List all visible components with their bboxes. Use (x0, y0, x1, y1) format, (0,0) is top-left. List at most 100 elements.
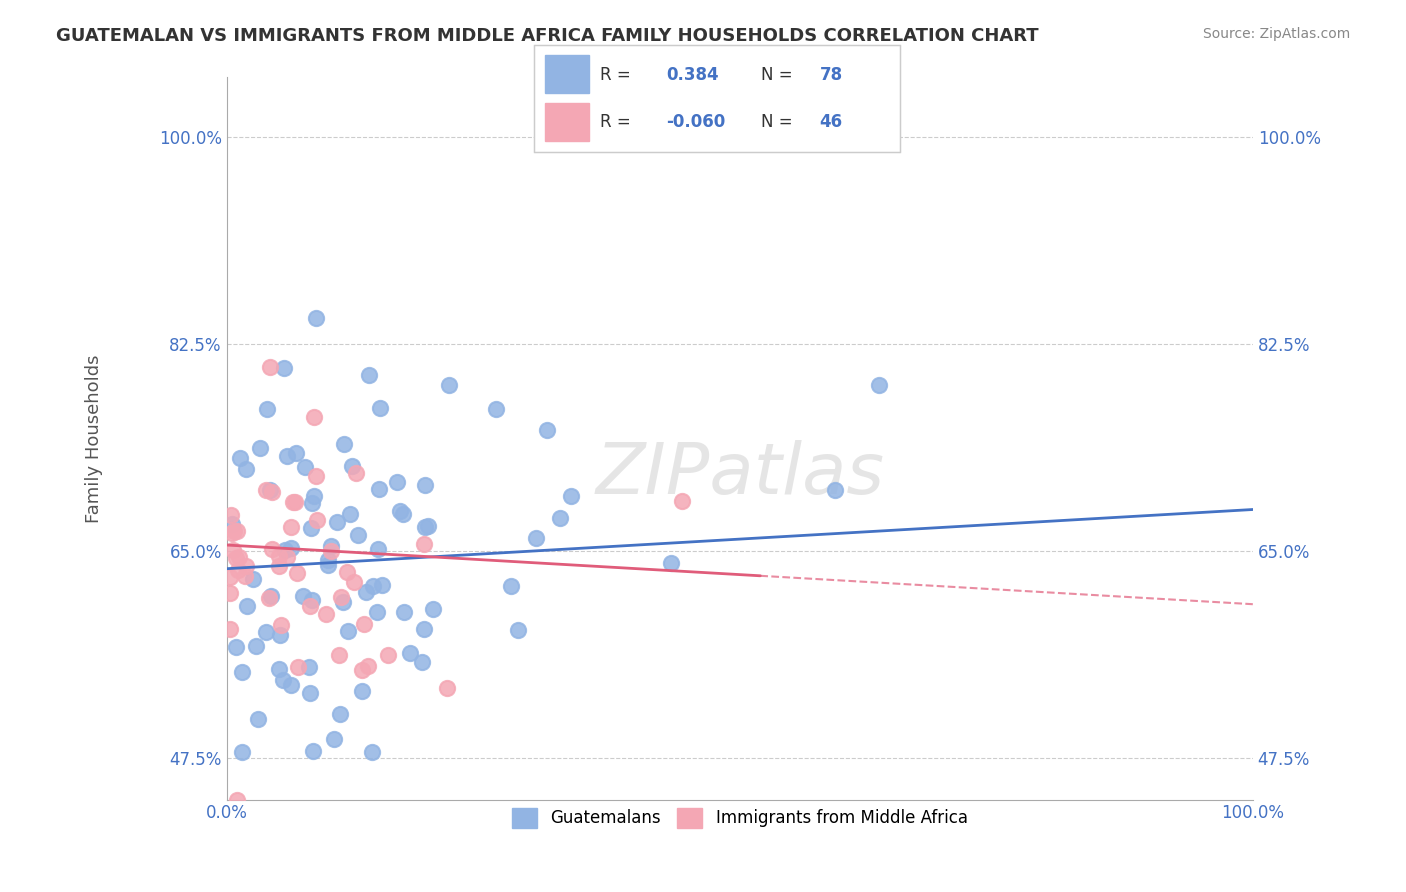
Point (370, 578, 392, 592)
Point (298, 599, 321, 613)
Point (485, 402, 508, 417)
Text: GUATEMALAN VS IMMIGRANTS FROM MIDDLE AFRICA FAMILY HOUSEHOLDS CORRELATION CHART: GUATEMALAN VS IMMIGRANTS FROM MIDDLE AFR… (56, 27, 1039, 45)
Point (413, 537, 436, 551)
Point (235, 462, 257, 476)
Point (302, 489, 325, 503)
Text: R =: R = (600, 66, 631, 84)
Legend: Guatemalans, Immigrants from Middle Africa: Guatemalans, Immigrants from Middle Afri… (505, 801, 974, 835)
Point (280, 541, 302, 555)
Point (270, 618, 292, 632)
Point (304, 469, 326, 483)
Point (304, 310, 326, 325)
Point (276, 550, 298, 565)
Point (302, 744, 325, 758)
Point (526, 532, 548, 546)
Text: N =: N = (761, 112, 793, 130)
Point (339, 507, 361, 521)
Point (262, 542, 284, 557)
Point (368, 401, 391, 415)
Point (294, 459, 316, 474)
Point (422, 601, 444, 615)
Point (413, 520, 436, 534)
Point (254, 624, 277, 639)
Point (302, 409, 325, 424)
Point (399, 646, 422, 660)
Point (336, 565, 359, 579)
Point (391, 507, 413, 521)
Point (271, 673, 294, 688)
Y-axis label: Family Households: Family Households (86, 354, 103, 523)
Point (437, 377, 460, 392)
Point (231, 665, 253, 679)
Point (357, 659, 380, 673)
Point (299, 521, 322, 535)
Point (280, 519, 302, 533)
Point (281, 494, 304, 508)
Point (269, 549, 291, 564)
Point (388, 504, 411, 518)
Point (226, 563, 249, 577)
Text: 0.384: 0.384 (666, 66, 718, 84)
Point (316, 552, 339, 566)
Point (235, 559, 257, 574)
Point (259, 359, 281, 374)
Point (508, 623, 530, 637)
Point (218, 586, 240, 600)
Point (307, 513, 329, 527)
Point (245, 640, 267, 654)
Point (377, 648, 399, 663)
Point (292, 589, 315, 603)
Point (269, 628, 291, 642)
Point (280, 678, 302, 692)
Text: 78: 78 (820, 66, 842, 84)
Point (267, 661, 290, 675)
Point (394, 605, 416, 619)
Point (357, 368, 380, 382)
Point (366, 605, 388, 619)
Point (283, 494, 305, 508)
Point (246, 712, 269, 726)
Point (221, 525, 243, 540)
Point (274, 542, 297, 557)
Text: 46: 46 (820, 112, 842, 130)
Point (411, 655, 433, 669)
Point (332, 437, 354, 451)
Point (218, 570, 240, 584)
Point (868, 377, 890, 392)
Point (287, 660, 309, 674)
Point (354, 585, 377, 599)
Point (367, 482, 389, 496)
Point (260, 589, 283, 603)
Point (225, 551, 247, 566)
Point (499, 579, 522, 593)
Point (671, 493, 693, 508)
Point (285, 566, 308, 580)
Text: R =: R = (600, 112, 631, 130)
Point (413, 478, 436, 492)
Point (328, 707, 350, 722)
Point (416, 519, 439, 533)
Point (276, 450, 298, 464)
Point (298, 659, 321, 673)
Point (367, 541, 389, 556)
Point (235, 599, 257, 613)
Text: N =: N = (761, 66, 793, 84)
Point (298, 686, 321, 700)
Point (315, 607, 337, 621)
Point (228, 549, 250, 564)
Point (340, 458, 363, 473)
Point (301, 592, 323, 607)
Point (344, 466, 367, 480)
Point (321, 539, 343, 553)
Point (548, 511, 571, 525)
Point (346, 527, 368, 541)
Text: Source: ZipAtlas.com: Source: ZipAtlas.com (1202, 27, 1350, 41)
Point (267, 559, 290, 574)
Point (242, 572, 264, 586)
Point (225, 640, 247, 654)
Bar (546, 103, 589, 141)
Point (824, 483, 846, 498)
Point (301, 496, 323, 510)
Point (254, 483, 277, 498)
Point (325, 515, 347, 529)
